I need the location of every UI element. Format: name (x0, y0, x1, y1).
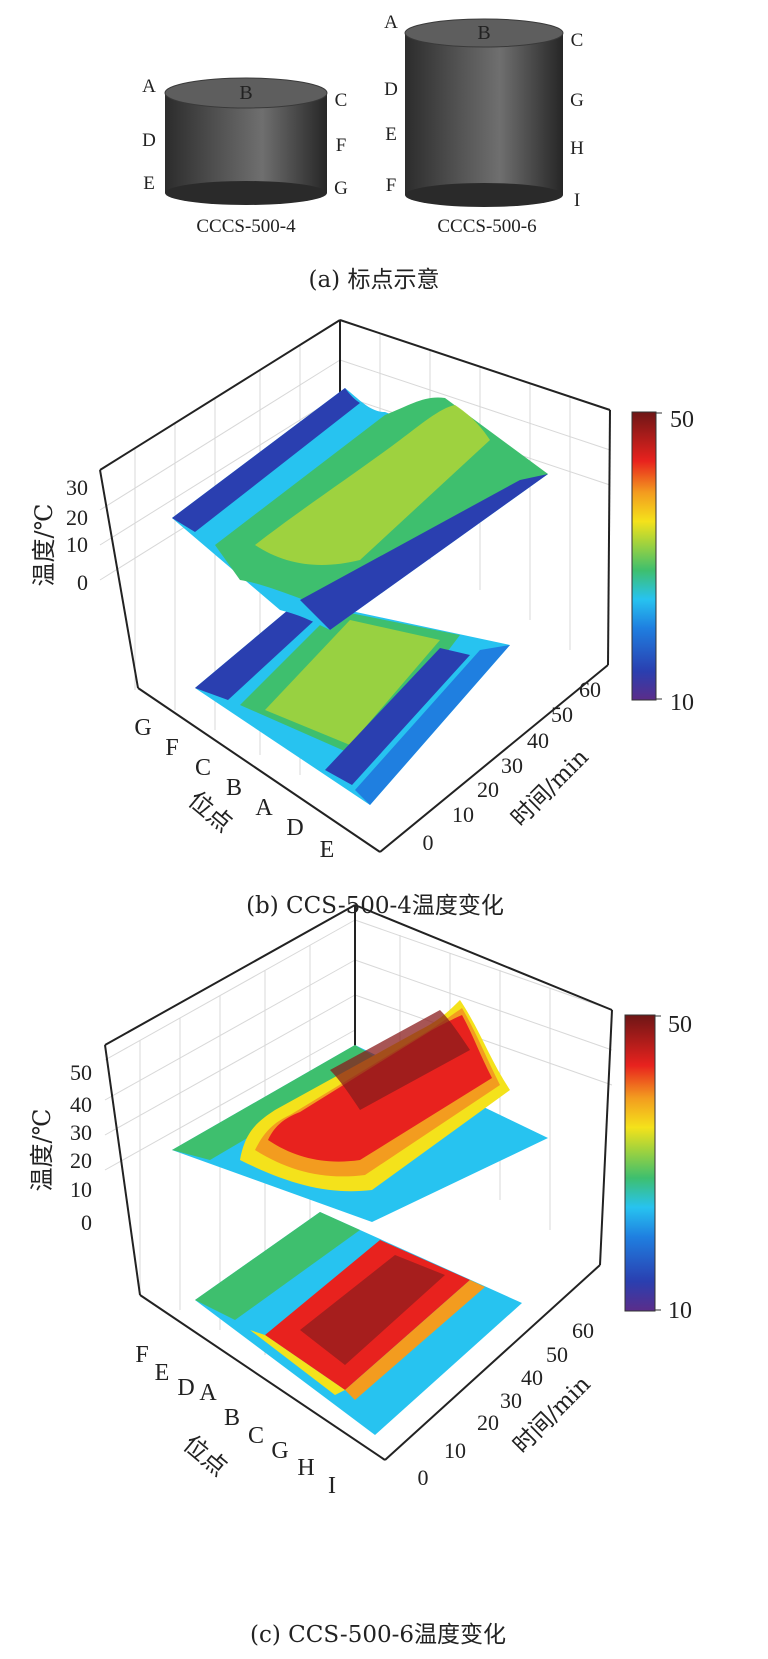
chart-b-xtick: B (226, 775, 242, 801)
chart-c-box (104, 904, 613, 1461)
chart-c-colorbar-min: 10 (668, 1298, 692, 1324)
chart-c-zlabel: 温度/℃ (28, 1109, 56, 1192)
chart-c-ztick: 30 (70, 1120, 92, 1145)
chart-b-colorbar (631, 411, 657, 701)
chart-b-xtick: D (286, 815, 303, 841)
caption-c: (c) CCS-500-6温度变化 (250, 1622, 506, 1648)
chart-b: 30 20 10 0 温度/℃ G F C B A D E 位点 0 10 20… (30, 319, 694, 863)
chart-c-xtick: H (297, 1455, 314, 1481)
chart-b-ytick: 50 (551, 702, 573, 727)
chart-c-ytick: 60 (572, 1318, 594, 1343)
chart-c-ytick: 30 (500, 1388, 522, 1413)
chart-b-ytick: 10 (452, 802, 474, 827)
chart-b-ztick: 0 (77, 570, 88, 595)
chart-b-ytick: 0 (423, 830, 434, 855)
caption-a: (a) 标点示意 (309, 267, 440, 293)
cylinder-large-left-label: F (386, 175, 397, 196)
cylinder-small-right-label: C (335, 90, 348, 111)
chart-b-ytick: 30 (501, 753, 523, 778)
chart-c-ytick: 40 (521, 1365, 543, 1390)
cylinder-small-left-label: A (142, 76, 156, 97)
chart-c-xtick: C (248, 1423, 264, 1449)
cylinder-small: B A D E C F G CCCS-500-4 (142, 76, 348, 237)
chart-b-xtick: C (195, 755, 211, 781)
cylinder-large: B A D E F C G H I CCCS-500-6 (384, 12, 584, 237)
chart-c-colorbar-max: 50 (668, 1012, 692, 1038)
chart-c-xtick: E (155, 1360, 170, 1386)
chart-b-xtick: F (165, 735, 178, 761)
chart-c-ytick: 20 (477, 1410, 499, 1435)
cylinder-large-right-label: C (571, 30, 584, 51)
cylinder-small-right-label: F (336, 135, 347, 156)
chart-b-ztick: 20 (66, 505, 88, 530)
caption-b: (b) CCS-500-4温度变化 (246, 893, 504, 919)
cylinder-large-right-label: G (570, 90, 584, 111)
chart-c-xtick: I (328, 1473, 336, 1499)
chart-c-xtick: A (199, 1380, 217, 1406)
cylinder-small-top-label: B (239, 82, 252, 104)
chart-c: 50 40 30 20 10 0 温度/℃ F E D A B C G H I … (28, 904, 692, 1499)
chart-c-colorbar (624, 1014, 656, 1312)
chart-c-ytick: 50 (546, 1342, 568, 1367)
chart-c-ztick: 0 (81, 1210, 92, 1235)
cylinder-large-left-label: D (384, 79, 398, 100)
chart-b-surface (172, 388, 548, 630)
chart-b-ytick: 60 (579, 677, 601, 702)
chart-b-zlabel: 温度/℃ (30, 504, 58, 587)
chart-c-surface (172, 1000, 548, 1222)
chart-c-ytick: 10 (444, 1438, 466, 1463)
chart-c-ztick: 20 (70, 1148, 92, 1173)
cylinder-large-name: CCCS-500-6 (437, 216, 536, 237)
chart-c-xtick: G (271, 1438, 288, 1464)
chart-b-ztick: 30 (66, 475, 88, 500)
cylinder-small-name: CCCS-500-4 (196, 216, 296, 237)
chart-c-xtick: F (135, 1342, 148, 1368)
chart-c-xlabel: 位点 (178, 1430, 233, 1482)
chart-c-xtick: D (177, 1375, 194, 1401)
chart-c-xtick: B (224, 1405, 240, 1431)
chart-c-ztick: 50 (70, 1060, 92, 1085)
chart-b-xtick: E (320, 837, 335, 863)
chart-b-xtick: A (255, 795, 273, 821)
cylinder-large-left-label: A (384, 12, 398, 33)
chart-b-colorbar-max: 50 (670, 407, 694, 433)
cylinder-large-right-label: H (570, 138, 584, 159)
chart-b-floor-map (195, 600, 510, 805)
chart-b-ytick: 40 (527, 728, 549, 753)
chart-b-ytick: 20 (477, 777, 499, 802)
cylinder-small-right-label: G (334, 178, 348, 199)
chart-c-ztick: 10 (70, 1177, 92, 1202)
cylinder-small-left-label: D (142, 130, 156, 151)
chart-c-ztick: 40 (70, 1092, 92, 1117)
cylinder-large-left-label: E (385, 124, 397, 145)
chart-c-floor-map (195, 1212, 522, 1435)
chart-b-xtick: G (134, 715, 151, 741)
chart-b-colorbar-min: 10 (670, 690, 694, 716)
chart-c-ytick: 0 (418, 1465, 429, 1490)
chart-b-ztick: 10 (66, 532, 88, 557)
cylinder-small-left-label: E (143, 173, 155, 194)
cylinder-large-top-label: B (477, 22, 490, 44)
cylinder-large-right-label: I (574, 190, 580, 211)
